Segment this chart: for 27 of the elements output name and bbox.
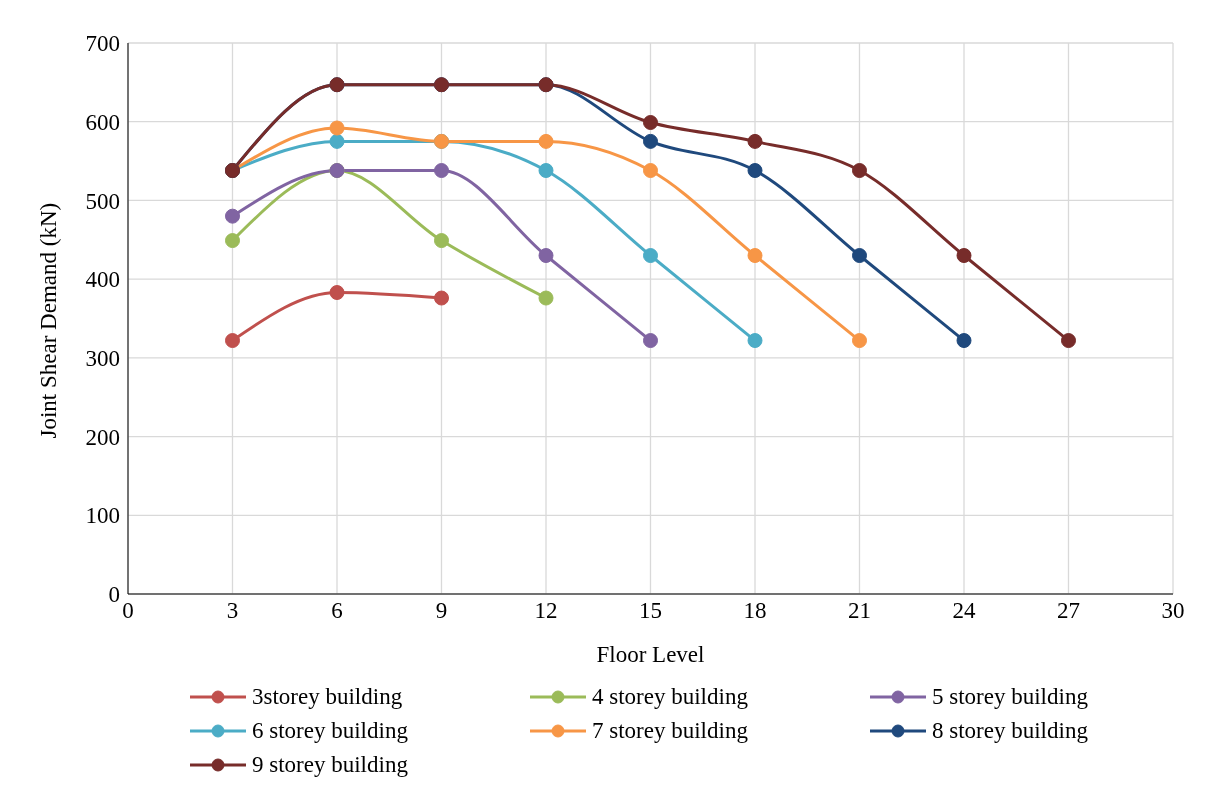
- x-tick-label: 24: [952, 598, 976, 624]
- y-tick-label: 0: [108, 582, 120, 608]
- legend-label: 4 storey building: [592, 684, 748, 710]
- legend-label: 9 storey building: [252, 752, 408, 778]
- x-tick-label: 21: [848, 598, 871, 624]
- y-tick-label: 200: [85, 424, 120, 450]
- y-tick-label: 600: [85, 109, 120, 135]
- y-tick-label: 400: [85, 267, 120, 293]
- legend-label: 6 storey building: [252, 718, 408, 744]
- y-tick-label: 300: [85, 346, 120, 372]
- x-tick-label: 27: [1057, 598, 1080, 624]
- y-tick-label: 100: [85, 503, 120, 529]
- x-tick-label: 3: [226, 598, 239, 624]
- legend-label: 8 storey building: [932, 718, 1088, 744]
- x-tick-label: 30: [1161, 598, 1185, 624]
- legend-label: 5 storey building: [932, 684, 1088, 710]
- y-axis-title: Joint Shear Demand (kN): [36, 202, 62, 439]
- x-tick-label: 18: [743, 598, 767, 624]
- y-tick-label: 500: [85, 188, 120, 214]
- x-axis-title: Floor Level: [596, 642, 705, 667]
- x-tick-label: 6: [331, 598, 343, 624]
- x-tick-label: 12: [534, 598, 558, 624]
- legend-label: 3storey building: [252, 684, 403, 710]
- x-tick-label: 9: [435, 598, 448, 624]
- legend-label: 7 storey building: [592, 718, 748, 744]
- x-tick-label: 15: [639, 598, 662, 624]
- y-tick-label: 700: [85, 31, 120, 57]
